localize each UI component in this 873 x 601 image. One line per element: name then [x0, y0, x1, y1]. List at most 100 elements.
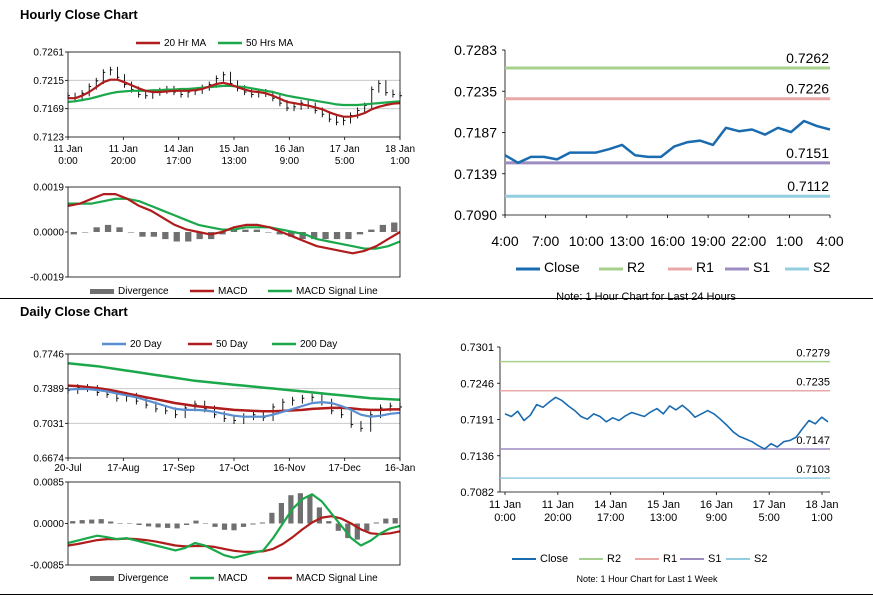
divergence-bar	[150, 232, 157, 237]
legend-label: R1	[663, 553, 677, 565]
divergence-bar	[155, 523, 161, 528]
divergence-bar	[333, 232, 341, 240]
x-tick-label: 0:00	[494, 512, 515, 524]
hourly-macd-signal-line	[68, 197, 401, 250]
divergence-bar	[307, 495, 313, 524]
section-divider	[0, 298, 873, 299]
divergence-bar	[322, 232, 329, 240]
level-label-r1: 0.7226	[786, 81, 829, 97]
y-tick-label: -0.0019	[30, 273, 64, 284]
x-tick-label: 14 Jan	[164, 144, 194, 155]
legend-label: 20 Day	[130, 339, 162, 350]
hourly-price-plot-frame	[67, 51, 401, 138]
x-tick-label: 20:00	[111, 156, 136, 167]
level-label-s1: 0.7147	[796, 435, 830, 447]
y-tick-label: 0.7187	[454, 125, 497, 141]
x-tick-label: 11 Jan	[109, 144, 138, 155]
y-tick-label: 0.7389	[33, 384, 64, 395]
legend-swatch	[90, 289, 114, 294]
divergence-bar	[383, 518, 389, 524]
x-tick-label: 1:00	[390, 156, 410, 167]
x-tick-label: 17 Jan	[330, 144, 360, 155]
y-tick-label: 0.0085	[33, 478, 64, 489]
divergence-bar	[253, 229, 260, 232]
level-label-r2: 0.7279	[796, 348, 830, 360]
divergence-bar	[231, 523, 237, 531]
divergence-bar	[70, 521, 76, 524]
legend-label: MACD	[218, 286, 247, 297]
divergence-bar	[373, 522, 379, 524]
divergence-bar	[196, 232, 203, 240]
hourly-20hr-ma-line	[68, 78, 401, 118]
x-tick-label: 17-Sep	[163, 463, 196, 474]
x-tick-label: 16:00	[650, 233, 685, 249]
divergence-bar	[240, 523, 247, 527]
x-tick-label: 19:00	[691, 233, 726, 249]
y-tick-label: 0.0000	[33, 519, 64, 530]
divergence-bar	[202, 523, 209, 524]
x-tick-label: 20-Jul	[54, 463, 81, 474]
divergence-bar	[379, 224, 386, 232]
bottom-rule	[0, 594, 873, 595]
x-tick-label: 16 Jan	[700, 499, 733, 511]
divergence-bar	[93, 227, 100, 232]
divergence-bar	[276, 232, 283, 235]
divergence-bar	[174, 523, 180, 529]
divergence-bar	[193, 520, 199, 524]
daily-section-title: Daily Close Chart	[20, 304, 128, 319]
x-tick-label: 22:00	[731, 233, 766, 249]
divergence-bar	[127, 232, 135, 233]
divergence-bar	[165, 523, 171, 528]
divergence-bar	[288, 232, 295, 237]
x-tick-label: 7:00	[532, 233, 559, 249]
x-tick-label: 5:00	[335, 156, 355, 167]
x-tick-label: 10:00	[569, 233, 604, 249]
divergence-bar	[345, 523, 351, 539]
divergence-bar	[356, 232, 364, 235]
legend-label: 50 Hrs MA	[246, 38, 294, 49]
x-tick-label: 17:00	[597, 512, 625, 524]
level-label-s1: 0.7151	[786, 145, 829, 161]
x-tick-label: 13:00	[609, 233, 644, 249]
x-tick-label: 17-Dec	[329, 463, 361, 474]
divergence-bar	[391, 222, 398, 232]
divergence-bar	[299, 232, 306, 240]
x-tick-label: 11 Jan	[53, 144, 82, 155]
y-tick-label: 0.7235	[454, 83, 497, 99]
divergence-bar	[345, 232, 352, 240]
divergence-bar	[326, 521, 332, 524]
divergence-bar	[82, 232, 89, 233]
divergence-bar	[162, 232, 169, 240]
divergence-bar	[221, 523, 228, 530]
legend-label: MACD Signal Line	[296, 573, 378, 584]
x-tick-label: 17:00	[166, 156, 191, 167]
divergence-bar	[127, 523, 133, 524]
x-tick-label: 4:00	[491, 233, 518, 249]
divergence-bar	[335, 523, 341, 531]
y-tick-label: 0.7139	[454, 166, 497, 182]
divergence-bar	[278, 503, 284, 524]
daily-macd-plot-frame	[67, 481, 401, 566]
x-tick-label: 9:00	[706, 512, 727, 524]
x-tick-label: 13:00	[650, 512, 678, 524]
divergence-bar	[269, 512, 275, 524]
divergence-bar	[368, 229, 375, 232]
legend-label: 20 Hr MA	[164, 38, 207, 49]
level-label-r2: 0.7262	[786, 50, 829, 66]
hourly-50hr-ma-line	[67, 84, 401, 107]
y-tick-label: 0.0000	[33, 228, 64, 239]
legend-label: Divergence	[118, 286, 169, 297]
y-tick-label: 0.7031	[33, 419, 64, 430]
divergence-bar	[104, 224, 112, 232]
y-tick-label: 0.7191	[460, 415, 494, 427]
close-line	[504, 119, 831, 165]
level-label-r1: 0.7235	[796, 377, 830, 389]
legend-label: 200 Day	[300, 339, 337, 350]
hourly-macd-line	[67, 193, 401, 255]
divergence-bar	[316, 507, 322, 524]
divergence-bar	[265, 232, 272, 233]
daily-200day-ma-line	[67, 362, 401, 401]
divergence-bar	[117, 523, 123, 524]
x-tick-label: 15 Jan	[219, 144, 249, 155]
